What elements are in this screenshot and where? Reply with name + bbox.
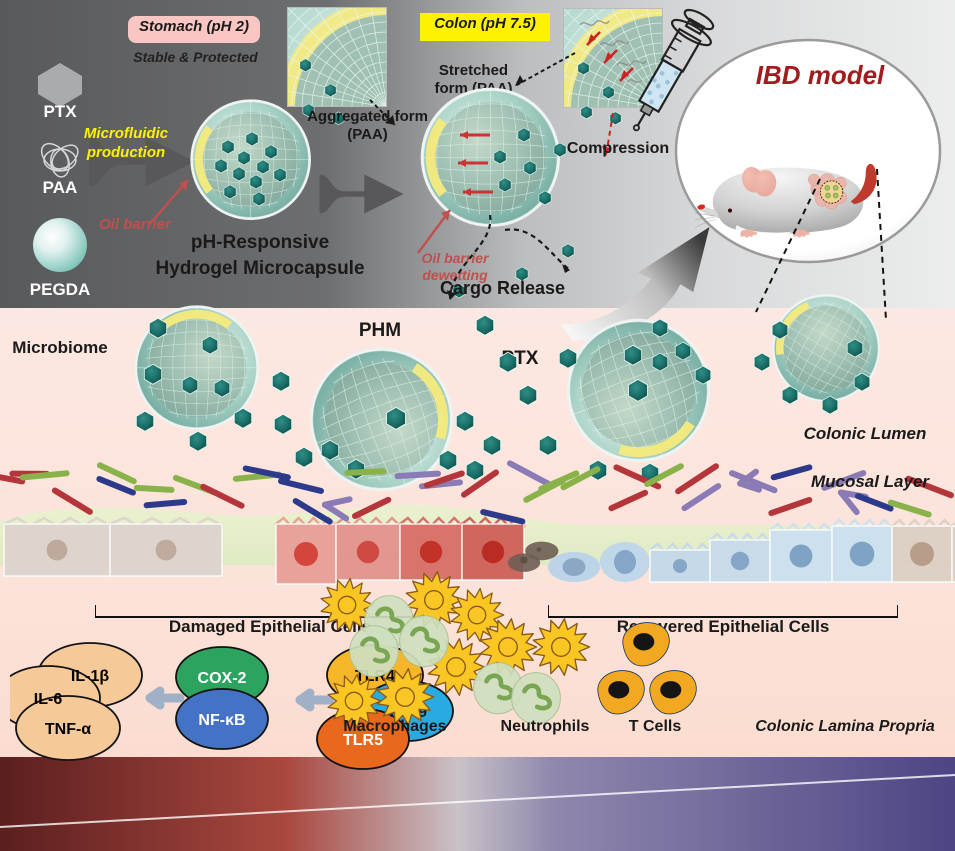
svg-text:IL-1β: IL-1β	[71, 668, 109, 685]
svg-text:TNF-α: TNF-α	[45, 721, 91, 738]
svg-text:IL-6: IL-6	[34, 691, 63, 708]
